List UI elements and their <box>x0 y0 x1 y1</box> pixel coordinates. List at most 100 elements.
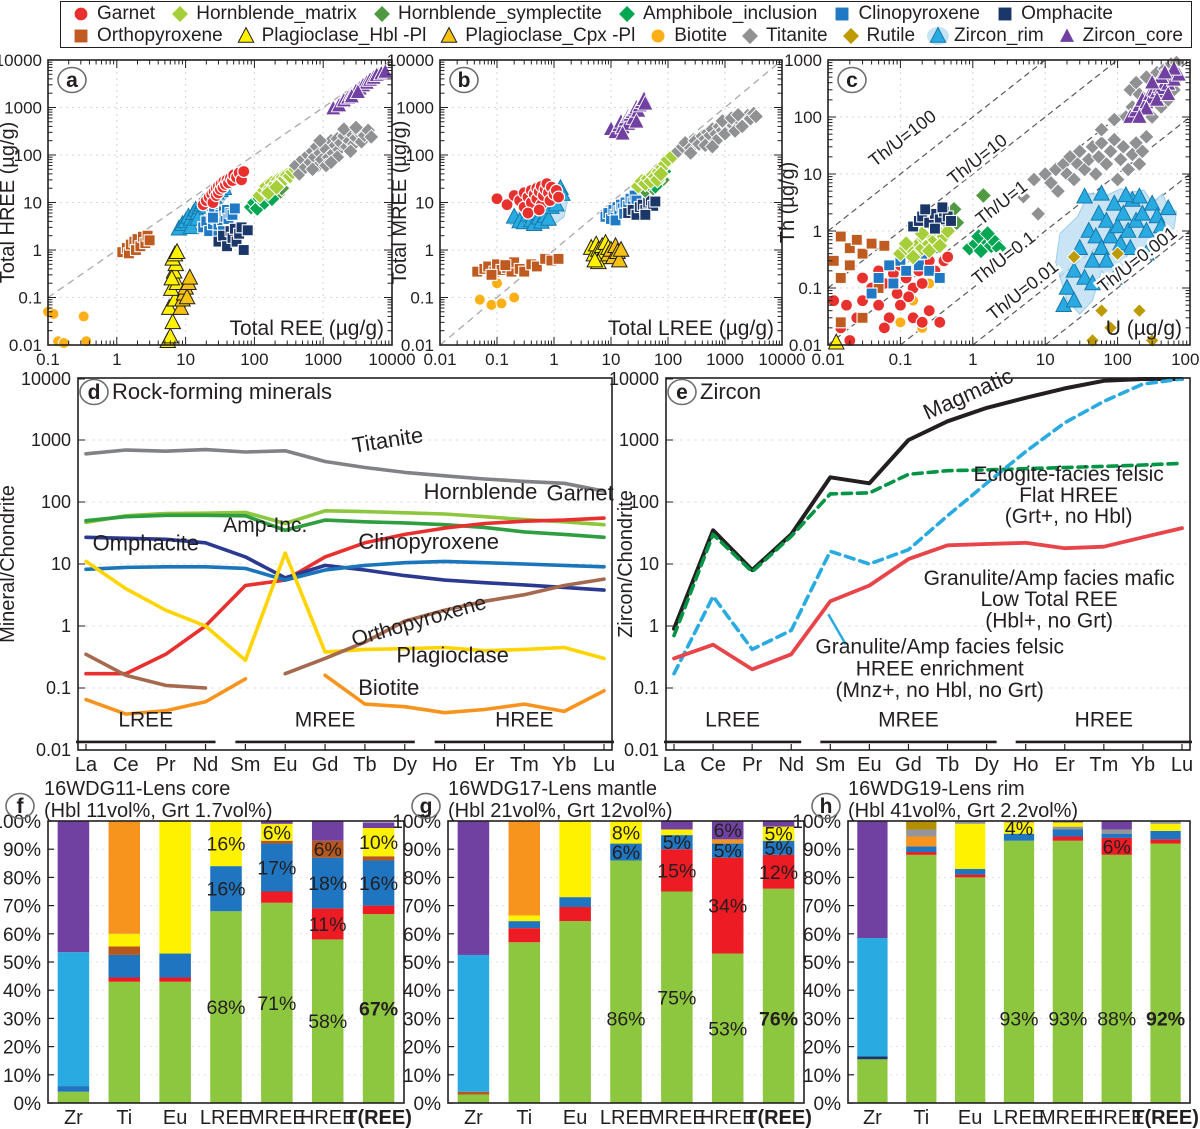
svg-text:(Mnz+, no Hbl, no Grt): (Mnz+, no Hbl, no Grt) <box>836 679 1044 702</box>
series-plc <box>599 236 630 268</box>
svg-text:(Grt+, no Hbl): (Grt+, no Hbl) <box>1005 505 1133 528</box>
svg-text:HREE: HREE <box>495 708 553 731</box>
svg-text:10000: 10000 <box>368 350 415 369</box>
svg-text:10: 10 <box>23 194 42 213</box>
svg-text:Ti: Ti <box>913 1107 929 1129</box>
svg-text:Mineral/Chondrite: Mineral/Chondrite <box>0 485 19 643</box>
legend-row-2: Orthopyroxene Plagioclase_Hbl -Pl Plagiocl… <box>69 25 1183 47</box>
svg-text:Tm: Tm <box>510 754 539 776</box>
svg-text:1000: 1000 <box>784 51 822 70</box>
svg-text:5%: 5% <box>764 824 792 846</box>
svg-text:Plagioclase: Plagioclase <box>396 642 509 667</box>
svg-text:16WDG11-Lens core: 16WDG11-Lens core <box>44 778 230 800</box>
svg-text:71%: 71% <box>257 993 296 1015</box>
svg-text:30%: 30% <box>3 1009 41 1030</box>
svg-text:Tm: Tm <box>1089 754 1118 776</box>
svg-text:5%: 5% <box>764 838 792 860</box>
svg-text:80%: 80% <box>403 868 441 889</box>
svg-text:Eclogite-facies felsic: Eclogite-facies felsic <box>974 463 1164 486</box>
svg-text:92%: 92% <box>1146 1008 1185 1030</box>
svg-text:0.01: 0.01 <box>789 336 822 355</box>
line-granulite-amp-facies-mafic <box>672 526 1184 672</box>
svg-text:1: 1 <box>813 222 822 241</box>
bar-Zr <box>57 821 90 1103</box>
legend-label: Omphacite <box>1021 3 1113 24</box>
svg-text:0.1: 0.1 <box>634 678 659 698</box>
svg-text:10: 10 <box>51 554 71 574</box>
svg-text:Lu: Lu <box>593 754 615 776</box>
legend-item-plc: Plagioclase_Cpx -Pl <box>437 25 635 47</box>
svg-text:75%: 75% <box>657 987 696 1009</box>
legend-item-bt: Biotite <box>646 25 727 47</box>
svg-text:Tb: Tb <box>936 754 959 776</box>
series-omp <box>907 201 958 235</box>
legend-item-hbls: Hornblende_symplectite <box>370 3 602 25</box>
svg-text:70%: 70% <box>3 897 41 918</box>
bar-MREE <box>661 821 693 1103</box>
bar-T(REE) <box>362 822 395 1103</box>
svg-text:Ho: Ho <box>1013 754 1039 776</box>
svg-text:0.1: 0.1 <box>798 279 822 298</box>
svg-text:Biotite: Biotite <box>358 675 419 700</box>
svg-text:Eu: Eu <box>163 1107 187 1129</box>
svg-text:8%: 8% <box>612 822 640 844</box>
svg-text:100%: 100% <box>792 812 841 833</box>
zrim-marker-icon <box>927 26 949 45</box>
legend-label: Clinopyroxene <box>858 3 980 24</box>
svg-text:0.1: 0.1 <box>889 350 913 369</box>
series-plc <box>172 268 199 315</box>
svg-text:Zr: Zr <box>64 1107 83 1129</box>
line-titanite <box>84 447 606 493</box>
svg-text:LREE: LREE <box>200 1107 252 1129</box>
series-rt <box>1066 246 1160 348</box>
opx-marker-icon <box>73 28 89 44</box>
svg-text:1: 1 <box>112 350 121 369</box>
svg-text:Yb: Yb <box>552 754 576 776</box>
panel-e: 0.01 0.1 1 10 100 1000 10000 La Ce Pr Nd Sm Eu Gd Tb Dy… <box>609 363 1200 776</box>
svg-text:1000: 1000 <box>396 99 434 118</box>
svg-text:100: 100 <box>654 350 682 369</box>
panel-g: 0% 10% 20% 30% 40% 50% 60% 70% 80% 90% 100% 86% 6% 8%… <box>392 775 812 1129</box>
svg-text:Nd: Nd <box>778 754 804 776</box>
legend-item-cpx: Clinopyroxene <box>830 3 980 25</box>
svg-text:93%: 93% <box>999 1008 1038 1030</box>
svg-text:10: 10 <box>415 194 434 213</box>
svg-text:Eu: Eu <box>857 754 881 776</box>
series-zrim <box>1055 184 1177 312</box>
svg-text:Total REE (µg/g): Total REE (µg/g) <box>230 317 385 340</box>
svg-text:0.1: 0.1 <box>485 350 509 369</box>
svg-text:Clinopyroxene: Clinopyroxene <box>358 529 499 554</box>
svg-text:10: 10 <box>1036 350 1055 369</box>
svg-text:16%: 16% <box>206 834 245 856</box>
panel-b: 0.01 0.1 1 10 100 1000 10000 0.01 0.1 1 10 100 1000 1… <box>387 50 806 369</box>
legend-label: Plagioclase_Cpx -Pl <box>465 25 636 46</box>
svg-text:10: 10 <box>176 350 195 369</box>
svg-text:a: a <box>66 69 78 92</box>
legend-label: Garnet <box>97 3 156 24</box>
legend-item-opx: Orthopyroxene <box>69 25 223 47</box>
svg-text:Ce: Ce <box>700 754 726 776</box>
svg-text:f: f <box>17 795 25 818</box>
svg-text:60%: 60% <box>803 925 841 946</box>
series-opx <box>116 229 156 260</box>
svg-text:30%: 30% <box>803 1009 841 1030</box>
svg-text:6%: 6% <box>714 820 742 842</box>
svg-text:Pr: Pr <box>742 754 762 776</box>
svg-text:Th (µg/g): Th (µg/g) <box>777 162 799 244</box>
series-hblm <box>251 160 305 205</box>
svg-text:Ce: Ce <box>113 754 139 776</box>
svg-text:c: c <box>846 69 858 92</box>
series-garnet <box>196 164 251 212</box>
svg-text:100: 100 <box>41 492 71 512</box>
svg-text:100%: 100% <box>392 812 441 833</box>
svg-text:60%: 60% <box>403 925 441 946</box>
svg-text:0.01: 0.01 <box>624 740 659 760</box>
svg-text:5%: 5% <box>714 841 742 863</box>
bar-MREE <box>1052 821 1084 1103</box>
series-opx <box>471 252 565 281</box>
svg-text:0%: 0% <box>814 1094 842 1115</box>
svg-text:80%: 80% <box>803 868 841 889</box>
svg-text:10: 10 <box>602 350 621 369</box>
panel-c: 0.01 0.1 1 10 100 1000 0.01 0.1 1 10 100 1000 Th/U=1… <box>777 50 1200 369</box>
